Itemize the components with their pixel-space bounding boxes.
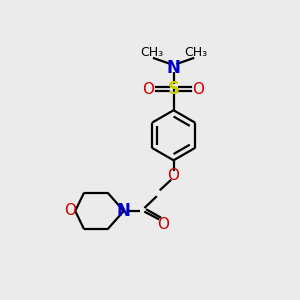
Text: CH₃: CH₃	[184, 46, 207, 59]
Text: N: N	[167, 59, 181, 77]
Text: O: O	[64, 203, 76, 218]
Text: O: O	[157, 217, 169, 232]
Text: O: O	[142, 82, 154, 97]
Text: O: O	[193, 82, 205, 97]
Text: N: N	[117, 202, 131, 220]
Text: CH₃: CH₃	[140, 46, 163, 59]
Text: S: S	[168, 80, 180, 98]
Text: O: O	[168, 168, 180, 183]
